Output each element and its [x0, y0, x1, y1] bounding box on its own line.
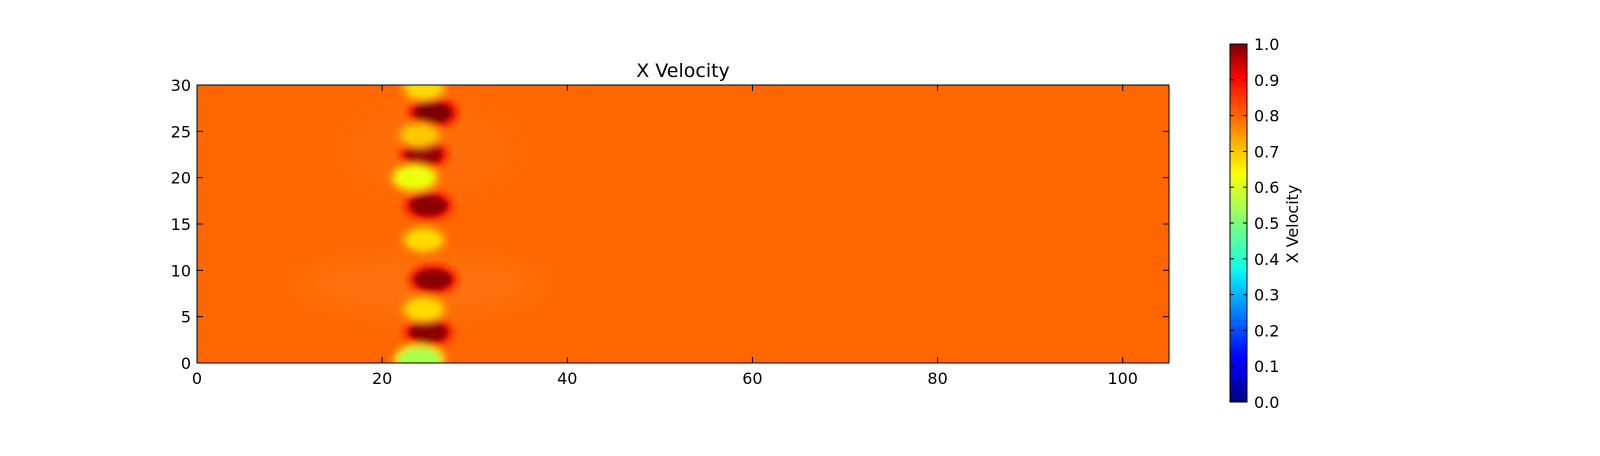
x-tick-label: 60: [742, 369, 762, 388]
heatmap-feature: [413, 101, 454, 125]
x-tick-label: 100: [1107, 369, 1138, 388]
colorbar-tick-label: 1.0: [1254, 35, 1279, 54]
y-tick-label: 0: [181, 354, 191, 373]
heatmap-background: [197, 85, 1169, 363]
colorbar-tick-label: 0.1: [1254, 357, 1279, 376]
y-tick-label: 25: [171, 122, 191, 141]
colorbar-tick-label: 0.3: [1254, 286, 1279, 305]
x-tick-label: 40: [557, 369, 577, 388]
x-tick-label: 80: [927, 369, 947, 388]
colorbar-tick-label: 0.8: [1254, 107, 1279, 126]
y-tick-label: 30: [171, 76, 191, 95]
heatmap-feature: [413, 268, 453, 291]
y-tick-label: 15: [171, 215, 191, 234]
heatmap-feature: [397, 347, 441, 363]
colorbar-tick-label: 0.4: [1254, 250, 1279, 269]
y-tick-label: 20: [171, 169, 191, 188]
colorbar-tick-label: 0.2: [1254, 321, 1279, 340]
plot-area: [196, 84, 1170, 364]
colorbar: 0.0 0.1 0.2 0.3 0.4 0.5 0.6 0.7 0.8 0.9 1.0 X Velo…: [1229, 35, 1302, 412]
colorbar-tick-label: 0.7: [1254, 142, 1279, 161]
heatmap-feature: [405, 229, 442, 251]
heatmap-feature: [405, 85, 442, 99]
y-tick-label: 5: [181, 308, 191, 327]
heatmap-feature: [395, 166, 435, 189]
heatmap-feature: [408, 194, 449, 217]
y-axis: 0 5 10 15 20 25 30: [171, 76, 1169, 373]
colorbar-tick-label: 0.6: [1254, 178, 1279, 197]
heatmap-feature: [401, 124, 437, 146]
chart-title: X Velocity: [636, 60, 730, 82]
x-axis: 0 20 40 60 80 100: [192, 85, 1138, 388]
colorbar-label: X Velocity: [1283, 185, 1302, 264]
colorbar-tick-label: 0.0: [1254, 393, 1279, 412]
heatmap-feature: [408, 321, 449, 344]
colorbar-tick-label: 0.9: [1254, 71, 1279, 90]
x-tick-label: 20: [372, 369, 392, 388]
x-tick-label: 0: [192, 369, 202, 388]
heatmap-feature: [405, 298, 442, 320]
colorbar-tick-label: 0.5: [1254, 214, 1279, 233]
y-tick-label: 10: [171, 261, 191, 280]
